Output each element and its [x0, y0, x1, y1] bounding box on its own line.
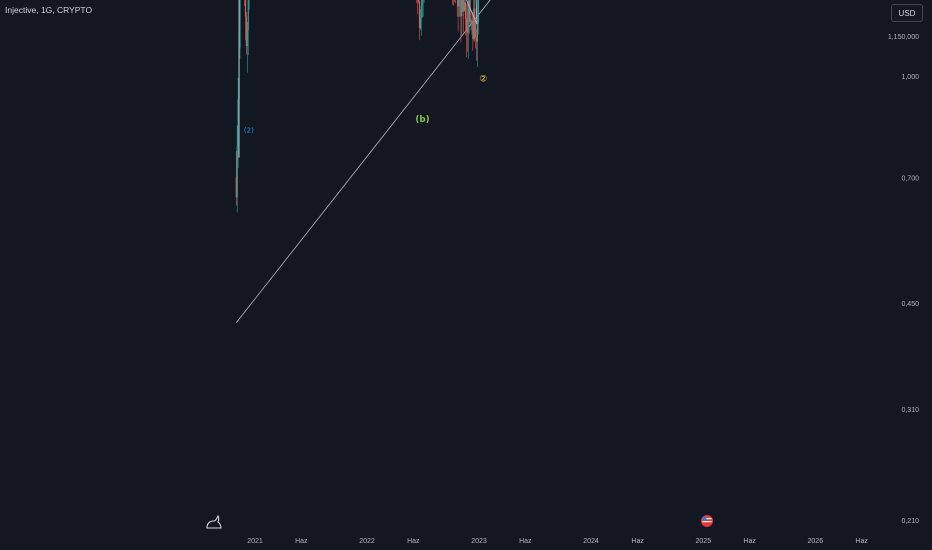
- time-tick-label: Haz: [295, 538, 308, 545]
- price-tick-label: 1,150,000: [888, 34, 919, 41]
- candle-body: [418, 1, 421, 29]
- candle-body: [471, 20, 473, 24]
- channel-lower-line: [235, 0, 491, 323]
- us-flag-event-icon: [701, 515, 713, 527]
- time-tick-label: Haz: [855, 538, 868, 545]
- wave-labels: (a)(b)(c)①②③④⑤(1)(2)(3)(4)(5)(1)(2)(3)(4…: [244, 75, 487, 135]
- candle-body: [463, 0, 465, 12]
- time-tick-label: 2023: [471, 538, 487, 545]
- candle-body: [237, 99, 239, 147]
- currency-button[interactable]: USD: [891, 4, 923, 22]
- candle-body: [460, 0, 462, 17]
- candle-body: [472, 23, 474, 39]
- candle-body: [467, 12, 469, 33]
- candle-body: [477, 0, 479, 23]
- time-tick-label: Haz: [519, 538, 532, 545]
- wave-label-yellow-4: ②: [479, 75, 487, 85]
- time-tick-label: 2022: [359, 538, 375, 545]
- candle-body: [463, 2, 466, 12]
- candles: [235, 0, 479, 213]
- icons: [206, 514, 713, 529]
- candle-body: [417, 0, 420, 2]
- time-tick-label: Haz: [407, 538, 420, 545]
- time-axis: 2021 Haz 2022 Haz 2023 Haz 2024 Haz 2025 Haz 2026 H…: [247, 538, 868, 545]
- wave-shapes: [238, 0, 478, 158]
- candle-body: [245, 16, 248, 46]
- price-axis: 1,150,000750,000510,000350,000230,000160…: [888, 34, 919, 525]
- candle-body: [236, 146, 238, 198]
- time-tick-label: Haz: [631, 538, 644, 545]
- time-tick-label: 2021: [247, 538, 263, 545]
- candle-body: [247, 0, 249, 31]
- candle-body: [473, 8, 475, 39]
- candle-body: [474, 8, 476, 24]
- candle-body: [475, 23, 477, 38]
- wave-1-leg: [238, 0, 240, 158]
- wave-label-blue-9: (2): [244, 126, 254, 134]
- candle-body: [457, 0, 459, 7]
- candle-body: [239, 0, 241, 49]
- candle-body: [476, 22, 479, 42]
- time-tick-label: 2026: [808, 538, 824, 545]
- price-tick-label: 0,450: [901, 301, 919, 308]
- candle-body: [244, 0, 247, 17]
- candle-body: [419, 17, 421, 29]
- tradingview-logo-icon: [206, 514, 222, 529]
- candle-body: [235, 177, 237, 198]
- candle-body: [461, 0, 463, 17]
- price-tick-label: 1,000: [901, 74, 919, 81]
- candle-body: [475, 37, 478, 42]
- candle-body: [458, 0, 460, 7]
- price-tick-label: 0,700: [901, 175, 919, 182]
- price-tick-label: 0,210: [901, 518, 919, 525]
- candle-body: [421, 0, 423, 6]
- wave-label-green-1: (b): [415, 115, 429, 125]
- symbol-title: Injective, 1G, CRYPTO: [5, 5, 93, 15]
- candle-body: [470, 20, 472, 22]
- price-tick-label: 0,310: [901, 407, 919, 414]
- flag-stripe: [702, 518, 712, 520]
- time-tick-label: Haz: [743, 538, 756, 545]
- candle-body: [469, 0, 471, 22]
- candle-body: [466, 30, 468, 33]
- time-tick-label: 2025: [696, 538, 712, 545]
- flag-stripe: [702, 521, 712, 523]
- candle-body: [464, 2, 467, 20]
- candle-body: [420, 5, 422, 18]
- flag-canton: [702, 517, 707, 520]
- candle-body: [246, 30, 248, 46]
- channel-lines: [235, 0, 491, 323]
- logo-shape: [206, 514, 222, 529]
- time-tick-label: 2024: [583, 538, 599, 545]
- candle-body: [465, 19, 468, 31]
